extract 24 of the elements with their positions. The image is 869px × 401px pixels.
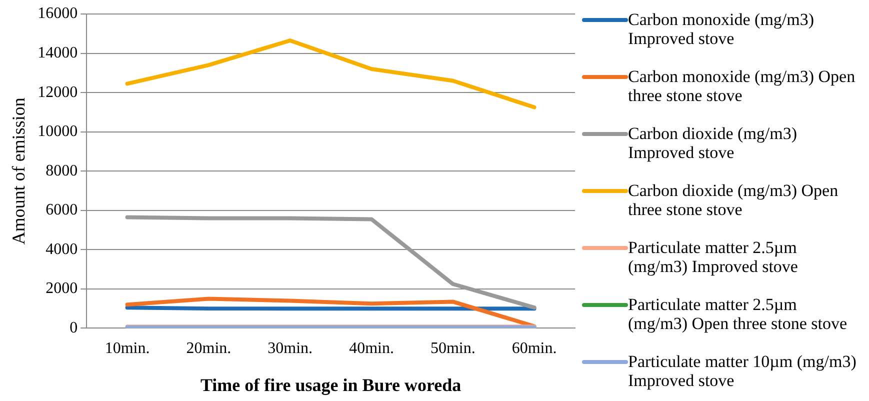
x-tick-label: 40min. [349, 340, 394, 358]
y-tick-label: 12000 [38, 84, 78, 101]
legend-label: Carbon monoxide (mg/m3) Open three stone stove [628, 67, 856, 105]
legend-label: Particulate matter 2.5µm (mg/m3) Open three stone stove [628, 295, 848, 333]
x-tick-label: 30min. [268, 340, 313, 358]
x-tick-label: 50min. [430, 340, 476, 358]
y-tick-label: 4000 [46, 240, 78, 258]
legend-label: Particulate matter 2.5µm (mg/m3) Improved stove [628, 238, 799, 276]
y-tick-label: 14000 [38, 44, 78, 62]
x-axis-title: Time of fire usage in Bure woreda [200, 374, 462, 395]
x-tick-label: 10min. [104, 340, 150, 358]
y-tick-label: 6000 [46, 202, 78, 219]
legend-label: Carbon dioxide (mg/m3) Open three stone stove [628, 181, 840, 219]
y-tick-label: 10000 [38, 123, 78, 140]
legend-label: Carbon dioxide (mg/m3) Improved stove [628, 124, 798, 162]
y-axis-title: Amount of emission [8, 98, 29, 245]
y-tick-label: 2000 [46, 280, 78, 298]
legend-label: Carbon monoxide (mg/m3) Improved stove [628, 10, 816, 48]
y-tick-label: 16000 [38, 5, 78, 22]
x-tick-label: 20min. [186, 340, 232, 358]
x-tick-label: 60min. [512, 340, 557, 358]
y-tick-label: 8000 [46, 162, 78, 180]
y-tick-label: 0 [70, 319, 78, 336]
legend-label: Particulate matter 10µm (mg/m3) Improved stove [628, 352, 858, 390]
